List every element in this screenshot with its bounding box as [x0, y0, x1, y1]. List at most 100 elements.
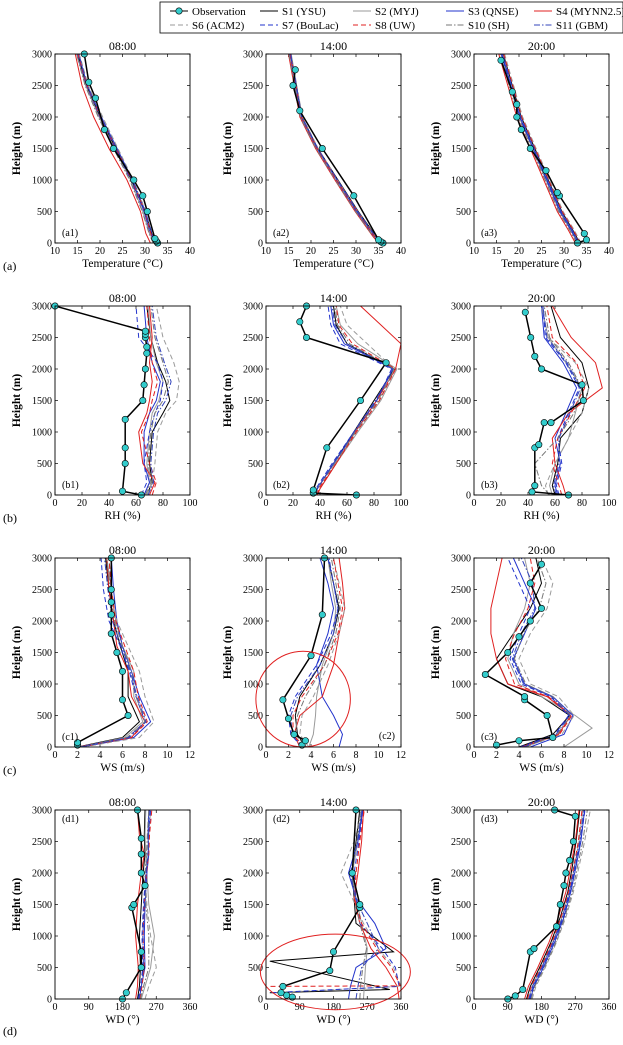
- observation-point-a3: [542, 167, 550, 175]
- x-tick-label-d2: 90: [295, 1002, 305, 1013]
- x-tick-label-d1: 360: [183, 1002, 198, 1013]
- observation-point-c1: [107, 611, 115, 619]
- observation-point-c1: [107, 585, 115, 593]
- series-line-S7-a3: [500, 54, 579, 243]
- x-tick-label-c3: 0: [472, 750, 477, 761]
- x-tick-label-a2: 25: [329, 246, 339, 257]
- series-line-S10-b3: [534, 306, 583, 495]
- y-tick-label-d3: 500: [456, 963, 471, 974]
- series-line-S6-a2: [290, 54, 382, 243]
- x-tick-label-a3: 25: [537, 246, 547, 257]
- observation-point-d3: [556, 900, 564, 908]
- plot-frame-d2: [265, 809, 402, 1000]
- observation-point-c1: [119, 696, 127, 704]
- y-tick-label-d1: 0: [47, 995, 52, 1006]
- series-line-S8-a3: [503, 54, 581, 243]
- series-group-a3: [498, 54, 588, 243]
- x-tick-label-a2: 20: [306, 246, 316, 257]
- observation-point-b1: [119, 487, 127, 495]
- series-line-S10-b2: [315, 306, 395, 495]
- panel-b2: 14:000 20 40 60 80 10005001000150020002500300…: [222, 291, 409, 522]
- y-tick-label-d1: 1000: [32, 932, 52, 943]
- series-line-S10-c2: [294, 558, 341, 747]
- legend-item-S10: S10 (SH): [446, 20, 510, 32]
- x-tick-label-a1: 10: [50, 246, 60, 257]
- x-tick-label-a2: 35: [374, 246, 384, 257]
- plot-frame-a3: [473, 53, 610, 244]
- panel-b3: 20:000 20 40 60 80 10005001000150020002500300…: [430, 291, 617, 522]
- x-tick-label-c3: 2: [494, 750, 499, 761]
- y-tick-label-d3: 3000: [451, 806, 471, 817]
- panel-d1: 08:00 0 90 180 270 360 0 500 1000 1500 2000 2500 300…: [11, 795, 198, 1026]
- y-tick-label-c2: 2500: [243, 585, 263, 596]
- y-tick-label-d2: 2500: [243, 837, 263, 848]
- series-line-S8-b1: [140, 306, 159, 495]
- series-line-S4-a1: [74, 54, 151, 243]
- x-tick-label-a3: 35: [582, 246, 592, 257]
- series-line-S4-c3: [490, 558, 572, 747]
- panel-label-c2: (c2): [379, 731, 395, 742]
- y-tick-label-a1: 2500: [32, 81, 52, 92]
- observation-point-b2: [323, 444, 331, 452]
- y-axis-label-d3: Height (m): [430, 878, 442, 932]
- series-line-S7-c2: [287, 558, 339, 747]
- observation-point-b1: [139, 396, 147, 404]
- x-tick-label-b3: 40: [523, 498, 533, 509]
- y-tick-label-b3: 3000: [451, 302, 471, 313]
- x-tick-label-d3: 0: [472, 1002, 477, 1013]
- observation-point-c1: [113, 648, 121, 656]
- y-tick-label-a2: 2500: [243, 81, 263, 92]
- x-tick-label-d3: 90: [503, 1002, 513, 1013]
- y-tick-label-a1: 3000: [32, 50, 52, 61]
- observation-point-d1: [137, 850, 145, 858]
- observation-point-d2: [329, 948, 337, 956]
- panel-title-d1: 08:00: [109, 795, 136, 809]
- y-tick-label-c1: 0: [47, 743, 52, 754]
- y-axis-label-b3: Height (m): [430, 374, 442, 428]
- observation-point-a3: [513, 113, 521, 121]
- observation-point-a1: [85, 78, 93, 86]
- observation-point-d3: [566, 856, 574, 864]
- legend-item-S3: S3 (QNSE): [446, 6, 519, 18]
- y-tick-label-b1: 2500: [32, 333, 52, 344]
- x-tick-label-a3: 20: [514, 246, 524, 257]
- y-axis-label-c1: Height (m): [11, 626, 23, 680]
- x-tick-label-c2: 10: [374, 750, 384, 761]
- series-line-S11-b2: [314, 306, 394, 495]
- observation-point-c1: [119, 667, 127, 675]
- observation-point-d2: [348, 869, 356, 877]
- observation-point-a3: [513, 100, 521, 108]
- series-line-S6-d2: [273, 810, 401, 994]
- series-line-S4-b1: [138, 306, 156, 495]
- observation-point-d3: [519, 985, 527, 993]
- panel-label-c3: (c3): [481, 732, 497, 743]
- series-line-S11-d3: [528, 810, 585, 999]
- x-tick-label-c3: 10: [582, 750, 592, 761]
- y-tick-label-a2: 500: [248, 207, 263, 218]
- y-tick-label-b1: 1000: [32, 428, 52, 439]
- observation-point-c1: [74, 739, 82, 747]
- plot-frame-d1: [54, 809, 191, 1000]
- y-tick-label-a3: 0: [466, 239, 471, 250]
- plot-frame-c2: [265, 557, 402, 748]
- panel-label-b2: (b2): [273, 480, 290, 491]
- x-tick-label-b1: 60: [131, 498, 141, 509]
- observation-point-b3: [537, 365, 545, 373]
- observation-point-d1: [122, 989, 130, 997]
- x-tick-label-c3: 6: [539, 750, 544, 761]
- series-line-S3-d3: [529, 810, 586, 999]
- series-line-S6-d3: [531, 810, 591, 999]
- x-axis-label-b3: RH (%): [523, 510, 559, 522]
- series-line-S7-b2: [314, 306, 393, 495]
- series-line-S8-d3: [526, 810, 583, 999]
- legend-label-S10: S10 (SH): [468, 20, 510, 32]
- observation-point-b3: [540, 419, 548, 427]
- series-line-S7-c3: [507, 558, 570, 747]
- x-tick-label-b3: 60: [550, 498, 560, 509]
- panel-label-d2: (d2): [273, 814, 290, 825]
- series-line-S3-a3: [501, 54, 579, 243]
- panel-c2: 14:00 0 2 4 6 8 10 12 0 500 1000 1500 2000 2500 3000 WS…: [222, 543, 406, 774]
- observation-point-b2: [382, 359, 390, 367]
- panel-label-a3: (a3): [481, 228, 497, 239]
- y-tick-label-b2: 2000: [243, 365, 263, 376]
